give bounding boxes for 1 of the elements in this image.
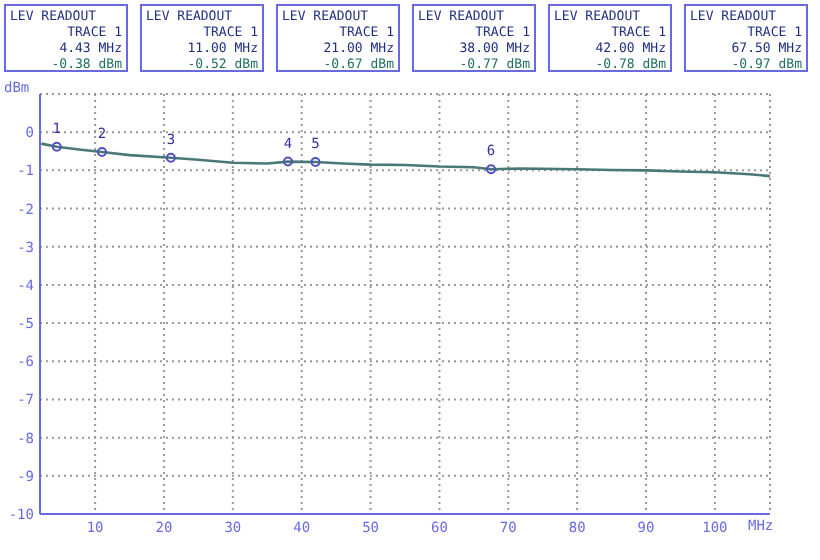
line-series [40,141,770,178]
